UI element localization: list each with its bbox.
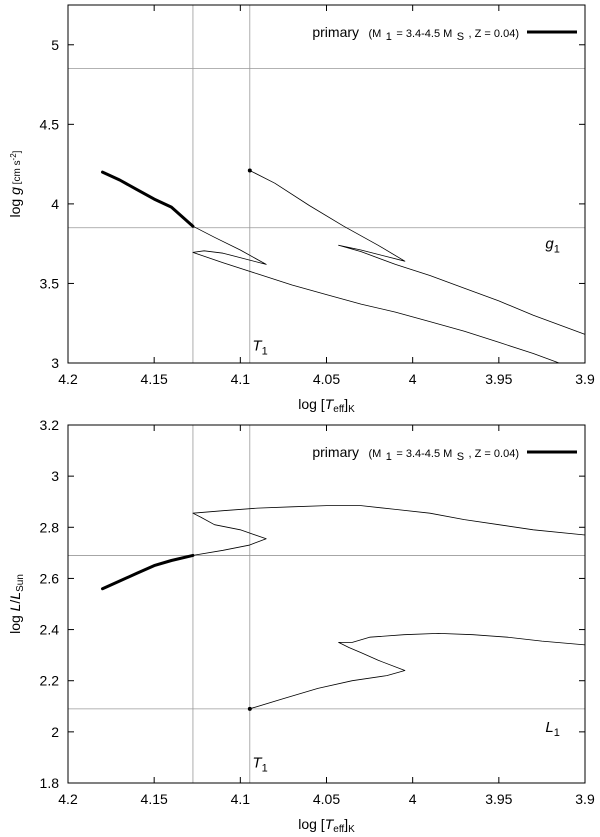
x-tick-label: 3.9 (575, 791, 595, 807)
curves (101, 505, 586, 711)
track-start-marker (247, 168, 252, 173)
plot-frame (67, 424, 586, 784)
reference-lines (68, 425, 585, 783)
x-axis-label: log [Teff]K (298, 816, 355, 835)
reference-lines (68, 5, 585, 363)
curves (101, 168, 586, 364)
annotation-t1: T1 (252, 755, 267, 775)
y-tick-label: 2.4 (40, 622, 60, 638)
x-ticks: 4.2 4.15 4.1 4.05 4 3.95 3.9 (58, 5, 595, 387)
annotation-l1: L1 (545, 719, 559, 739)
y-tick-label: 3 (51, 468, 59, 484)
annotation-g1: g1 (545, 235, 559, 255)
x-tick-label: 3.95 (485, 371, 512, 387)
y-tick-label: 3 (51, 355, 59, 371)
track-start-marker (247, 706, 252, 711)
y-axis-label: log L/LSun (7, 574, 26, 634)
x-tick-label: 4.05 (313, 371, 340, 387)
x-tick-label: 4.15 (141, 371, 168, 387)
annotations: T1 g1 (252, 235, 559, 357)
y-tick-label: 5 (51, 37, 59, 53)
y-axis-label: log g [cm s-2] (7, 150, 23, 217)
primary-series-line (101, 553, 195, 591)
y-tick-label: 4 (51, 196, 59, 212)
evolution-track-line (249, 170, 586, 335)
x-tick-label: 4 (409, 371, 417, 387)
primary-series-line (101, 170, 195, 228)
legend-label: primary (M 1 = 3.4-4.5 M S , Z = 0.04) (312, 24, 519, 44)
y-tick-label: 4.5 (40, 116, 60, 132)
x-tick-label: 3.9 (575, 371, 595, 387)
annotation-t1: T1 (252, 337, 267, 357)
y-tick-label: 2 (51, 724, 59, 740)
plot-frame (67, 4, 586, 364)
x-axis-label: log [Teff]K (298, 396, 355, 415)
x-ticks: 4.2 4.15 4.1 4.05 4 3.95 3.9 (58, 425, 595, 807)
luminosity-panel: 4.2 4.15 4.1 4.05 4 3.95 3.9 1.8 2 2.2 2.4 2.6 2.8 3… (7, 417, 595, 835)
gravity-panel: 4.2 4.15 4.1 4.05 4 3.95 3.9 3 3.5 4 4.5 5 primary… (7, 4, 595, 415)
x-tick-label: 4.2 (58, 791, 78, 807)
evolution-track-line (192, 225, 560, 364)
y-tick-label: 2.6 (40, 570, 60, 586)
x-tick-label: 4.1 (231, 371, 251, 387)
y-tick-label: 2.8 (40, 519, 60, 535)
x-tick-label: 4.1 (231, 791, 251, 807)
x-tick-label: 4.2 (58, 371, 78, 387)
y-tick-label: 3.2 (40, 417, 60, 433)
annotations: T1 L1 (252, 719, 559, 775)
x-tick-label: 4 (409, 791, 417, 807)
evolution-track-line (192, 505, 586, 556)
x-tick-label: 3.95 (485, 791, 512, 807)
y-ticks: 1.8 2 2.2 2.4 2.6 2.8 3 3.2 (40, 417, 585, 791)
y-tick-label: 2.2 (40, 673, 60, 689)
y-ticks: 3 3.5 4 4.5 5 (40, 37, 585, 371)
x-tick-label: 4.05 (313, 791, 340, 807)
x-tick-label: 4.15 (141, 791, 168, 807)
evolution-track-line (249, 633, 586, 710)
legend: primary (M 1 = 3.4-4.5 M S , Z = 0.04) (312, 444, 577, 464)
legend: primary (M 1 = 3.4-4.5 M S , Z = 0.04) (312, 24, 577, 44)
legend-label: primary (M 1 = 3.4-4.5 M S , Z = 0.04) (312, 444, 519, 464)
y-tick-label: 1.8 (40, 775, 60, 791)
y-tick-label: 3.5 (40, 275, 60, 291)
